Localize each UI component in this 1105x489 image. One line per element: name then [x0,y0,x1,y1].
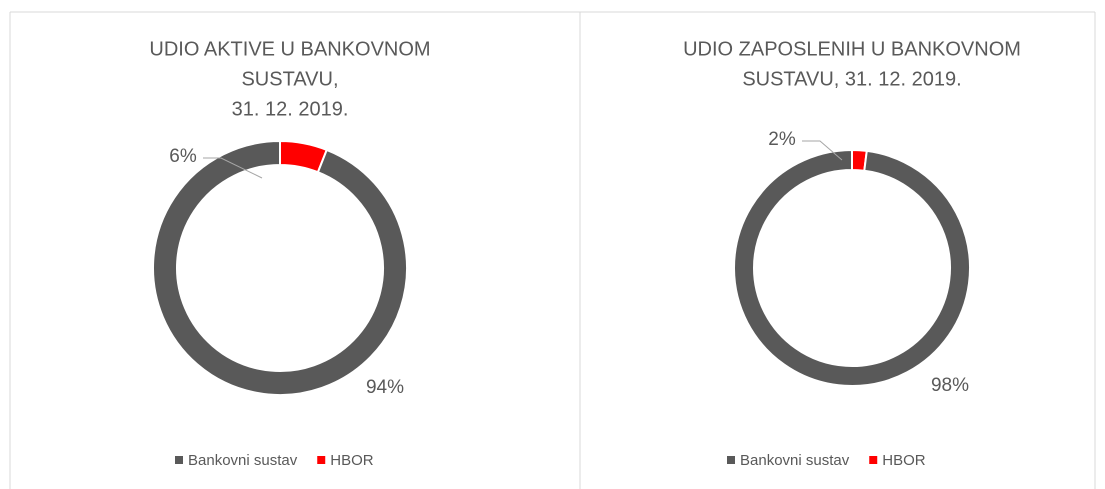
chart-title: UDIO AKTIVE U BANKOVNOM [149,38,430,60]
slice [152,139,408,396]
legend-label: Bankovni sustav [740,452,850,469]
slice [733,148,972,387]
data-label: 94% [366,377,404,398]
chart-title: SUSTAVU, 31. 12. 2019. [742,68,961,90]
data-label: 6% [169,146,197,167]
chart-title: UDIO ZAPOSLENIH U BANKOVNOM [683,38,1021,60]
legend-swatch [175,456,183,464]
legend-label: HBOR [882,452,926,469]
legend-swatch [869,456,878,464]
leader-line [203,157,263,179]
legend-label: Bankovni sustav [188,452,298,469]
chart-title: SUSTAVU, [241,68,338,90]
leader-line [802,140,843,161]
chart-title: 31. 12. 2019. [232,98,349,120]
legend-label: HBOR [330,452,374,469]
data-label: 2% [768,129,796,150]
data-label: 98% [931,375,969,396]
legend-swatch [727,456,735,464]
legend-swatch [317,456,326,464]
